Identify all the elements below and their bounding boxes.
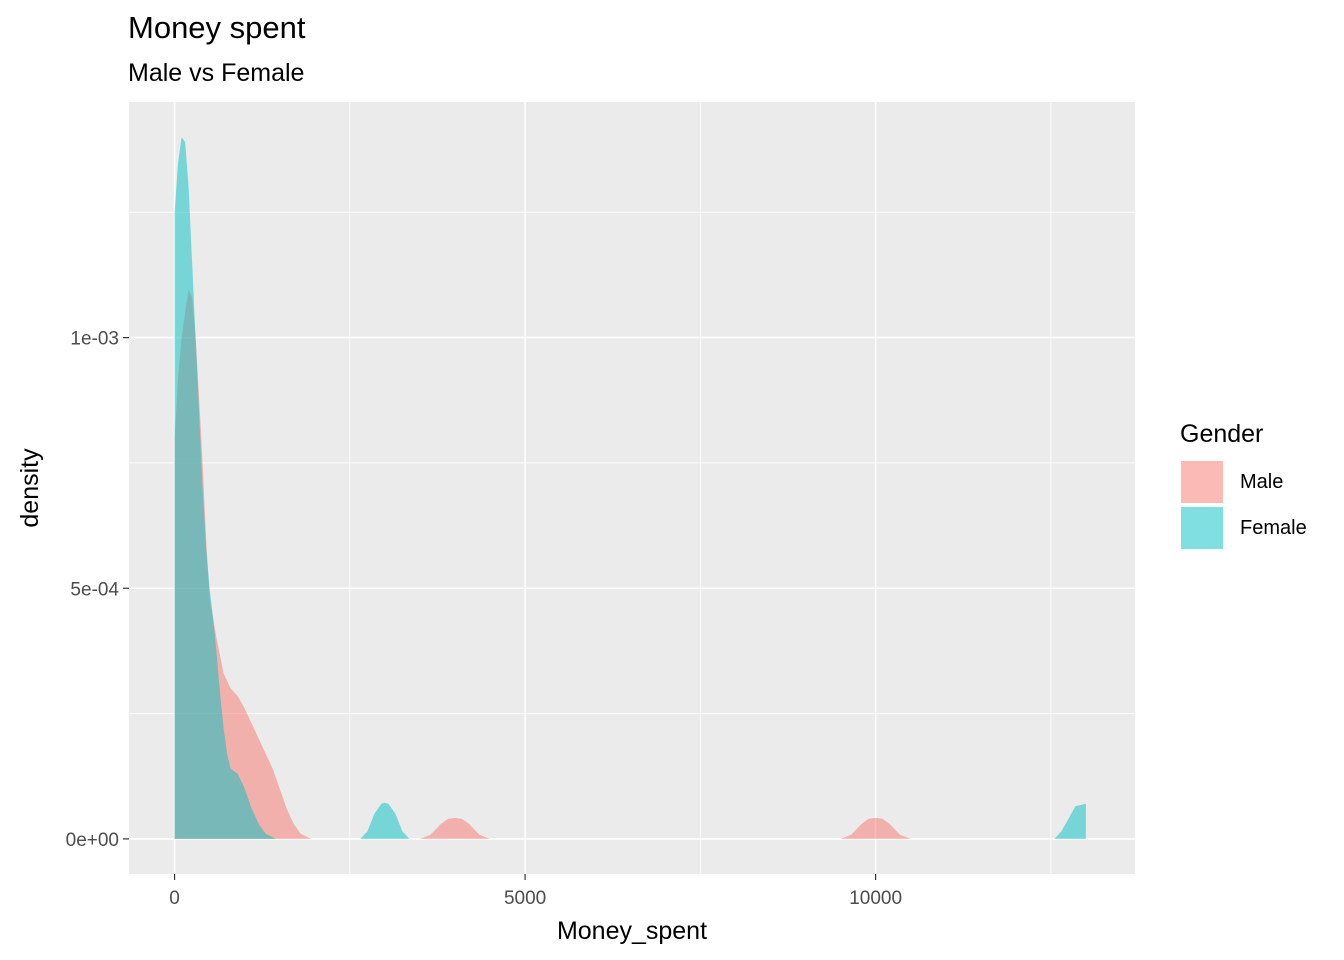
legend-key-female (1180, 506, 1224, 550)
legend-item-female: Female (1180, 505, 1307, 551)
legend-label-male: Male (1240, 470, 1284, 493)
y-tick-label-1: 5e-04 (70, 579, 119, 600)
legend-item-male: Male (1180, 459, 1307, 505)
legend: Gender Male Female (1180, 420, 1307, 551)
y-tick-label-2: 1e-03 (70, 329, 119, 350)
chart-subtitle: Male vs Female (128, 59, 305, 87)
y-tick-label-0: 0e+00 (66, 830, 119, 851)
density-area-male (174, 289, 911, 839)
y-axis-title: density (16, 448, 44, 528)
legend-label-female: Female (1240, 516, 1307, 539)
chart-title: Money spent (128, 10, 306, 45)
plot-panel (129, 102, 1135, 874)
legend-title: Gender (1180, 420, 1264, 448)
x-tick-label-2: 10000 (849, 888, 902, 909)
x-tick-label-1: 5000 (504, 888, 546, 909)
legend-key-male (1180, 460, 1224, 504)
x-tick-label-0: 0 (169, 888, 180, 909)
x-axis-title: Money_spent (557, 917, 707, 945)
